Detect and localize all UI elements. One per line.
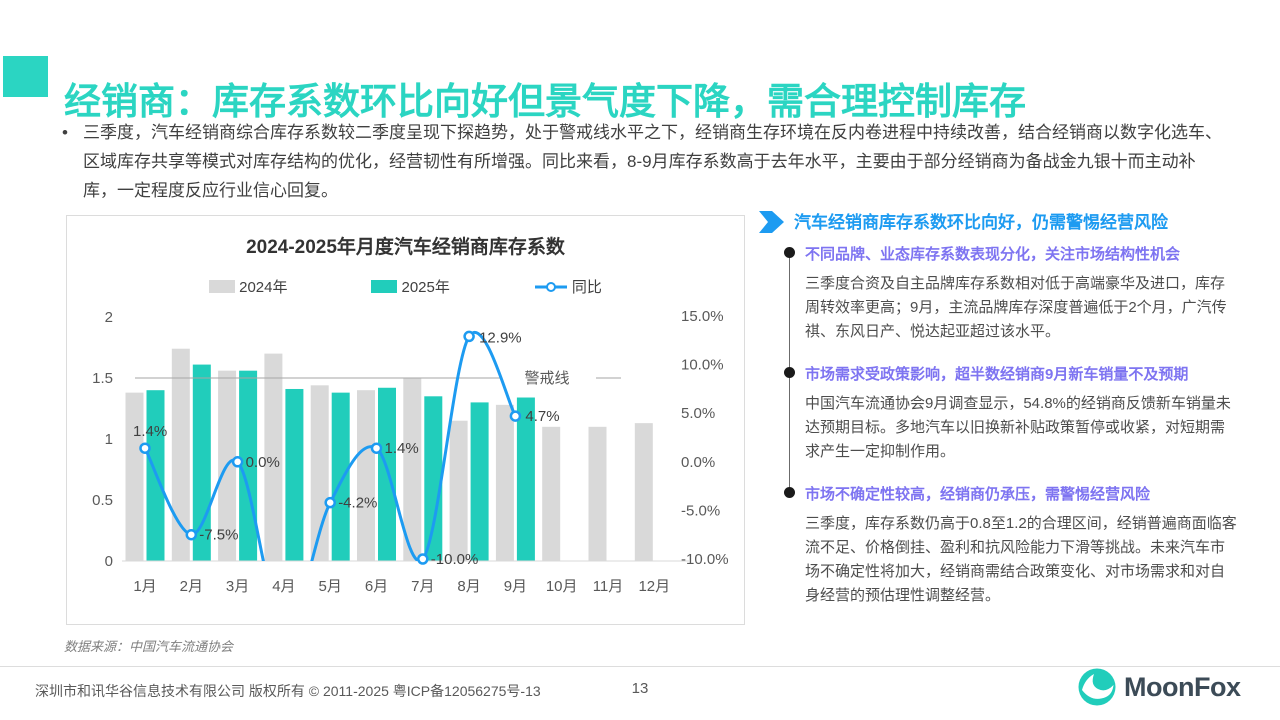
- bullet-marker: •: [62, 123, 68, 142]
- insight-title-2: 市场需求受政策影响，超半数经销商9月新车销量不及预期: [805, 366, 1189, 383]
- intro-paragraph: • 三季度，汽车经销商综合库存系数较二季度呈现下探趋势，处于警戒线水平之下，经销…: [62, 118, 1222, 205]
- legend-swatch-2024: [209, 280, 236, 293]
- legend-label-2025: 2025年: [401, 279, 450, 296]
- insight-title-3: 市场不确定性较高，经销商仍承压，需警惕经营风险: [805, 486, 1151, 503]
- svg-text:10月: 10月: [546, 578, 578, 595]
- legend-label-2024: 2024年: [239, 279, 288, 296]
- svg-text:2月: 2月: [180, 578, 203, 595]
- svg-text:0.0%: 0.0%: [246, 454, 280, 471]
- page-number: 13: [631, 680, 649, 697]
- svg-text:12.9%: 12.9%: [479, 329, 522, 346]
- svg-text:警戒线: 警戒线: [524, 370, 569, 387]
- insight-body-3: 三季度，库存系数仍高于0.8至1.2的合理区间，经销普遍商面临客流不足、价格倒挂…: [805, 515, 1237, 604]
- svg-text:4月: 4月: [272, 578, 295, 595]
- title-accent-square: [3, 56, 48, 97]
- chart-title: 2024-2025年月度汽车经销商库存系数: [246, 237, 565, 258]
- legend-item-2025: 2025年: [371, 276, 450, 297]
- insight-title-1: 不同品牌、业态库存系数表现分化，关注市场结构性机会: [805, 246, 1181, 263]
- svg-text:1.4%: 1.4%: [133, 423, 167, 440]
- insight-body-2: 中国汽车流通协会9月调查显示，54.8%的经销商反馈新车销量未达预期目标。多地汽…: [805, 395, 1231, 460]
- legend-item-2024: 2024年: [209, 276, 287, 297]
- chart-legend: 2024年 2025年 同比: [67, 276, 744, 297]
- inventory-chart: 警戒线 1.4% -7.5% 0.0% -4.2% 1.4% -10.0% 12.9% 4.7%…: [92, 308, 729, 595]
- legend-item-yoy: 同比: [534, 276, 602, 297]
- intro-text: 三季度，汽车经销商综合库存系数较二季度呈现下探趋势，处于警戒线水平之下，经销商生…: [83, 123, 1222, 200]
- svg-text:-4.2%: -4.2%: [338, 495, 377, 512]
- svg-text:-5.0%: -5.0%: [681, 502, 720, 519]
- timeline-dot-3: [784, 487, 795, 498]
- svg-text:5.0%: 5.0%: [681, 405, 715, 422]
- footer-divider: [0, 666, 1280, 667]
- svg-text:1月: 1月: [133, 578, 156, 595]
- timeline-dot-1: [784, 247, 795, 258]
- legend-label-yoy: 同比: [571, 279, 602, 296]
- page-title: 经销商：库存系数环比向好但景气度下降，需合理控制库存: [64, 80, 1026, 122]
- moonfox-logo-text: MoonFox: [1124, 671, 1241, 702]
- svg-text:-10.0%: -10.0%: [431, 551, 479, 568]
- svg-text:11月: 11月: [593, 578, 624, 595]
- svg-text:-10.0%: -10.0%: [681, 551, 729, 568]
- svg-text:15.0%: 15.0%: [681, 308, 724, 325]
- svg-text:0: 0: [105, 553, 113, 570]
- svg-text:12月: 12月: [638, 578, 670, 595]
- svg-text:2: 2: [105, 309, 113, 326]
- insight-body-1: 三季度合资及自主品牌库存系数相对低于高端豪华及进口，库存周转效率更高；9月，主流…: [805, 275, 1227, 340]
- svg-text:1.5: 1.5: [92, 370, 113, 387]
- svg-text:1: 1: [105, 431, 113, 448]
- inventory-chart-card: 2024-2025年月度汽车经销商库存系数 2024年 2025年 同比 警戒线…: [66, 215, 745, 625]
- svg-text:1.4%: 1.4%: [385, 440, 419, 457]
- svg-text:9月: 9月: [504, 578, 527, 595]
- svg-text:-7.5%: -7.5%: [199, 527, 238, 544]
- svg-text:8月: 8月: [457, 578, 480, 595]
- svg-text:5月: 5月: [319, 578, 342, 595]
- svg-text:7月: 7月: [411, 578, 434, 595]
- legend-swatch-2025: [371, 280, 398, 293]
- svg-text:3月: 3月: [226, 578, 249, 595]
- line-marker-icon: [534, 281, 567, 292]
- svg-text:0.0%: 0.0%: [681, 454, 715, 471]
- timeline-dot-2: [784, 367, 795, 378]
- copyright-text: 深圳市和讯华谷信息技术有限公司 版权所有 © 2011-2025 粤ICP备12…: [35, 683, 541, 699]
- insights-heading: 汽车经销商库存系数环比向好，仍需警惕经营风险: [794, 213, 1168, 232]
- chevron-right-icon: [759, 211, 784, 233]
- svg-text:6月: 6月: [365, 578, 388, 595]
- moonfox-logo-icon: [1078, 668, 1116, 706]
- moonfox-logo: MoonFox: [1078, 668, 1241, 706]
- svg-text:10.0%: 10.0%: [681, 357, 724, 374]
- svg-text:0.5: 0.5: [92, 492, 113, 509]
- data-source-note: 数据来源：中国汽车流通协会: [64, 639, 234, 654]
- svg-text:4.7%: 4.7%: [525, 408, 559, 425]
